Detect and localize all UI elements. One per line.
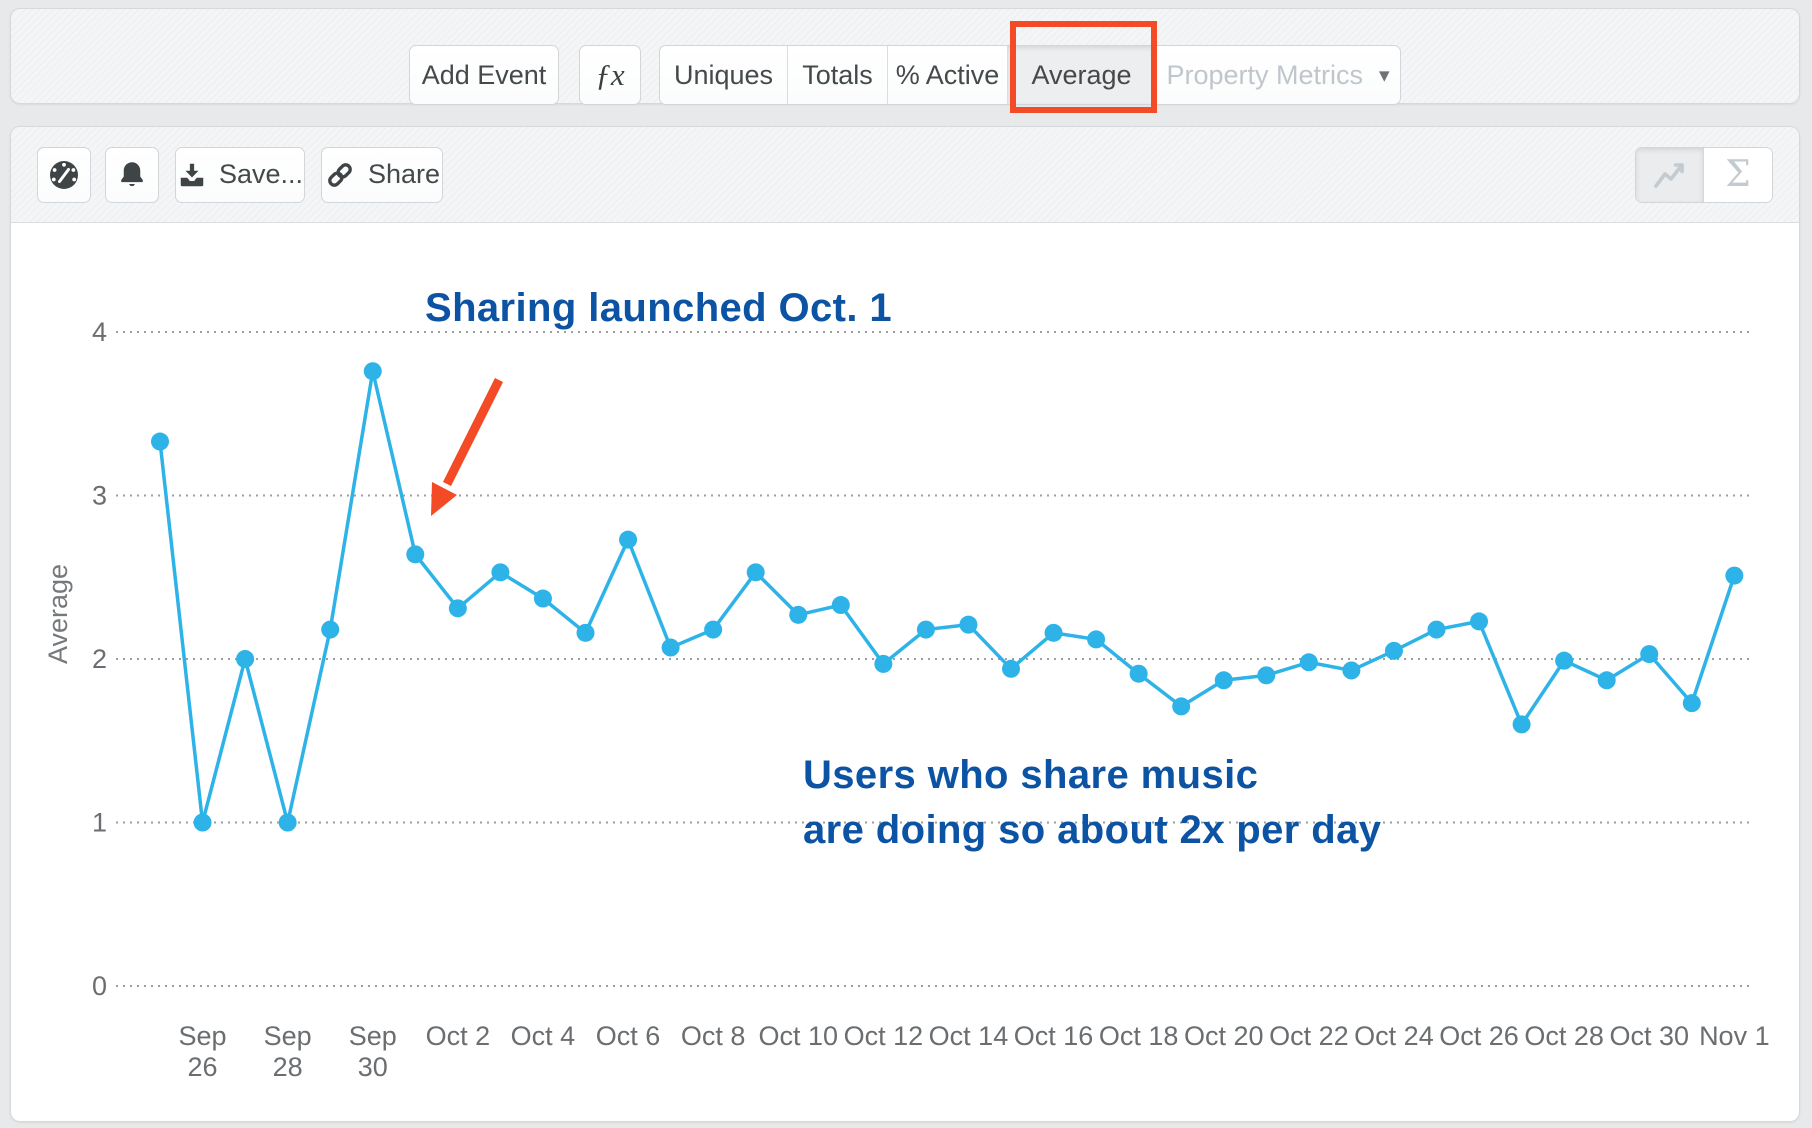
chart-canvas: 0 1 2 3 4 Average Sep 26 Sep 28 Sep 30 Oct 2 Oct 4 Oct… bbox=[43, 317, 1770, 1082]
data-point[interactable] bbox=[448, 599, 467, 618]
data-point[interactable] bbox=[1640, 645, 1659, 664]
data-point[interactable] bbox=[491, 563, 510, 582]
data-point[interactable] bbox=[789, 605, 808, 624]
x-tick-label: Oct 26 bbox=[1439, 1021, 1519, 1051]
data-point[interactable] bbox=[831, 596, 850, 615]
x-tick-label: Oct 22 bbox=[1269, 1021, 1349, 1051]
data-point[interactable] bbox=[151, 432, 169, 451]
x-tick-label: Oct 24 bbox=[1354, 1021, 1434, 1051]
data-point[interactable] bbox=[1172, 697, 1191, 716]
line-chart-view-button[interactable] bbox=[1636, 147, 1704, 202]
annotation-arrow bbox=[431, 377, 504, 516]
data-point[interactable] bbox=[1555, 651, 1574, 670]
data-point[interactable] bbox=[661, 638, 680, 657]
data-point[interactable] bbox=[704, 620, 723, 639]
data-point[interactable] bbox=[363, 362, 382, 381]
x-tick-label: Oct 6 bbox=[596, 1021, 661, 1051]
top-toolbar: Add Event ƒx Uniques Totals % Active Ave… bbox=[10, 8, 1800, 113]
save-button[interactable]: Save... bbox=[175, 146, 305, 203]
link-icon bbox=[328, 162, 352, 187]
x-tick-label: Sep 30 bbox=[349, 1021, 397, 1082]
x-tick-label: Oct 8 bbox=[681, 1021, 746, 1051]
data-point[interactable] bbox=[1470, 612, 1489, 631]
y-tick-label: 1 bbox=[92, 808, 107, 838]
x-tick-label: Oct 2 bbox=[426, 1021, 491, 1051]
summary-sigma-view-button[interactable]: Σ bbox=[1704, 147, 1772, 202]
metric-type-button-group: Uniques Totals % Active Average Property… bbox=[659, 21, 1401, 113]
line-chart-icon bbox=[1653, 162, 1684, 188]
sigma-icon: Σ bbox=[1725, 153, 1751, 195]
x-tick-label: Oct 4 bbox=[511, 1021, 576, 1051]
chart-toolbar: Save... Share Σ bbox=[11, 127, 1799, 223]
chart-panel: Save... Share Σ 0 1 2 3 4 Av bbox=[10, 126, 1800, 1122]
x-tick-label: Oct 10 bbox=[758, 1021, 838, 1051]
y-tick-label: 0 bbox=[92, 971, 107, 1001]
property-metrics-label: Property Metrics bbox=[1166, 59, 1363, 90]
tab-totals[interactable]: Totals bbox=[788, 46, 888, 104]
download-icon bbox=[180, 163, 204, 186]
tab-average[interactable]: Average bbox=[1008, 46, 1156, 104]
data-point[interactable] bbox=[576, 623, 595, 642]
data-point[interactable] bbox=[916, 620, 935, 639]
data-point[interactable] bbox=[193, 813, 212, 832]
annotation-line-1: Users who share music bbox=[803, 753, 1259, 797]
chart-view-toggle: Σ bbox=[1635, 146, 1773, 203]
data-point[interactable] bbox=[1427, 620, 1446, 639]
data-point[interactable] bbox=[1342, 661, 1361, 680]
data-point[interactable] bbox=[1257, 666, 1276, 685]
data-point[interactable] bbox=[278, 813, 297, 832]
x-tick-label: Oct 12 bbox=[844, 1021, 924, 1051]
data-point[interactable] bbox=[236, 650, 255, 668]
y-tick-label: 2 bbox=[92, 644, 107, 674]
data-point[interactable] bbox=[1384, 641, 1403, 660]
x-tick-label: Nov 1 bbox=[1699, 1021, 1770, 1051]
x-tick-label: Oct 16 bbox=[1014, 1021, 1094, 1051]
line-chart: 0 1 2 3 4 Average Sep 26 Sep 28 Sep 30 Oct 2 Oct 4 Oct… bbox=[11, 224, 1799, 1122]
data-point[interactable] bbox=[959, 615, 978, 634]
tab-percent-active[interactable]: % Active bbox=[888, 46, 1008, 104]
tab-uniques[interactable]: Uniques bbox=[660, 46, 788, 104]
data-point[interactable] bbox=[1299, 653, 1318, 672]
data-point[interactable] bbox=[1597, 671, 1616, 690]
share-button[interactable]: Share bbox=[321, 146, 443, 203]
dashboard-gauge-button[interactable] bbox=[37, 146, 91, 203]
y-axis-title: Average bbox=[43, 564, 73, 664]
x-tick-label: Sep 26 bbox=[179, 1021, 227, 1082]
add-event-button[interactable]: Add Event bbox=[409, 45, 559, 105]
x-tick-label: Oct 28 bbox=[1524, 1021, 1604, 1051]
data-point[interactable] bbox=[1214, 671, 1233, 690]
data-point[interactable] bbox=[1002, 659, 1020, 678]
formula-fx-button[interactable]: ƒx bbox=[579, 45, 641, 105]
chevron-down-icon: ▾ bbox=[1379, 63, 1390, 87]
data-point[interactable] bbox=[1044, 623, 1063, 642]
data-point[interactable] bbox=[1129, 664, 1148, 683]
data-point[interactable] bbox=[321, 620, 340, 639]
data-point[interactable] bbox=[874, 654, 893, 673]
x-tick-label: Oct 20 bbox=[1184, 1021, 1264, 1051]
x-tick-label: Oct 30 bbox=[1609, 1021, 1689, 1051]
data-point[interactable] bbox=[533, 589, 552, 608]
annotation-share-frequency: Users who share music are doing so about… bbox=[803, 748, 1381, 858]
bell-icon bbox=[121, 161, 143, 186]
data-point[interactable] bbox=[1087, 630, 1106, 649]
annotation-line-2: are doing so about 2x per day bbox=[803, 808, 1382, 852]
y-tick-label: 3 bbox=[92, 481, 107, 511]
x-tick-label: Oct 14 bbox=[929, 1021, 1009, 1051]
annotation-sharing-launched: Sharing launched Oct. 1 bbox=[425, 286, 893, 330]
x-tick-label: Sep 28 bbox=[264, 1021, 312, 1082]
data-point[interactable] bbox=[1725, 566, 1744, 585]
alerts-bell-button[interactable] bbox=[105, 146, 159, 203]
data-point[interactable] bbox=[1512, 715, 1531, 734]
save-button-label: Save... bbox=[218, 159, 304, 189]
x-tick-label: Oct 18 bbox=[1099, 1021, 1179, 1051]
data-point[interactable] bbox=[746, 563, 765, 582]
y-tick-label: 4 bbox=[92, 317, 107, 347]
data-point[interactable] bbox=[406, 545, 425, 564]
property-metrics-dropdown[interactable]: Property Metrics ▾ bbox=[1156, 46, 1400, 104]
data-point[interactable] bbox=[1682, 694, 1701, 713]
share-button-label: Share bbox=[367, 159, 441, 189]
speedometer-gauge-icon bbox=[50, 160, 78, 189]
data-point[interactable] bbox=[619, 530, 638, 549]
